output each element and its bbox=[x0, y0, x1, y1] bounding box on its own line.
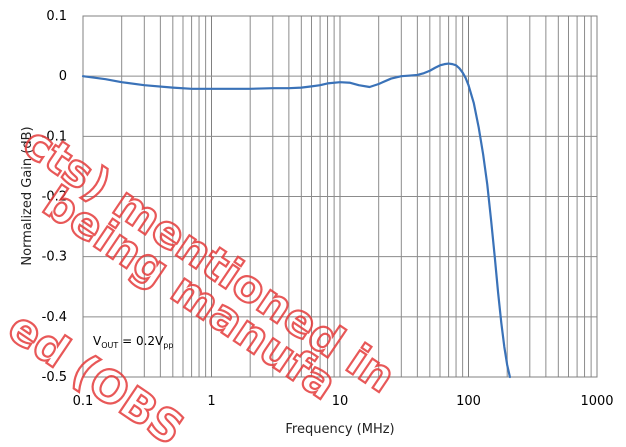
anno-v: V bbox=[93, 334, 102, 348]
y-tick-label: 0 bbox=[59, 69, 67, 84]
anno-mid: = 0.2V bbox=[118, 334, 164, 348]
y-tick-label: -0.4 bbox=[42, 310, 67, 325]
y-tick-label: -0.2 bbox=[42, 190, 67, 205]
y-tick-label: -0.1 bbox=[42, 129, 67, 144]
anno-sub-out: OUT bbox=[101, 341, 118, 350]
y-axis-label: Normalized Gain (dB) bbox=[20, 126, 35, 265]
x-tick-label: 1 bbox=[207, 394, 215, 409]
x-tick-label: 100 bbox=[456, 394, 481, 409]
grid-lines bbox=[83, 16, 597, 377]
x-tick-label: 0.1 bbox=[73, 394, 94, 409]
x-tick-label: 1000 bbox=[580, 394, 613, 409]
vout-annotation: VOUT = 0.2Vpp bbox=[93, 334, 173, 350]
y-tick-label: -0.5 bbox=[42, 370, 67, 385]
y-tick-label: -0.3 bbox=[42, 250, 67, 265]
x-tick-label: 10 bbox=[332, 394, 349, 409]
series-layer bbox=[81, 62, 512, 379]
tick-labels: 0.1 1 10 100 1000 0.1 0 -0.1 -0.2 -0.3 -0.4 -0.5 bbox=[42, 9, 614, 409]
y-tick-label: 0.1 bbox=[46, 9, 67, 24]
plot-area-frame bbox=[82, 15, 598, 378]
anno-sub-pp: pp bbox=[163, 341, 173, 350]
x-axis-label: Frequency (MHz) bbox=[285, 422, 394, 437]
gain-series-line bbox=[81, 62, 512, 379]
